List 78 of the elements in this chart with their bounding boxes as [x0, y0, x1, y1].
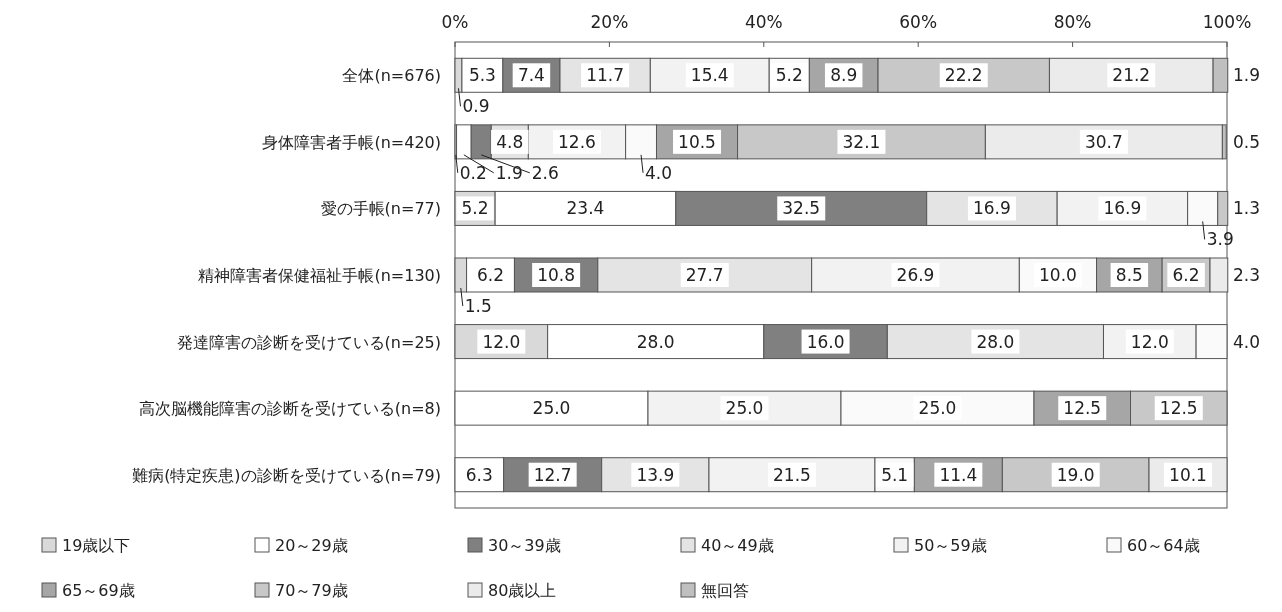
data-label: 21.2: [1112, 65, 1151, 86]
data-label: 6.2: [476, 265, 505, 285]
data-label: 13.9: [636, 464, 675, 485]
data-label: 22.2: [944, 65, 983, 86]
data-label: 25.0: [918, 398, 957, 419]
data-label: 27.7: [685, 265, 724, 285]
data-label: 0.9: [462, 96, 490, 117]
data-label: 12.0: [482, 331, 521, 352]
data-label: 32.1: [842, 131, 881, 152]
y-tick-label: 発達障害の診断を受けている(n=25): [176, 332, 441, 352]
y-tick-label: 愛の手帳(n=77): [320, 199, 441, 219]
data-label: 16.9: [1103, 198, 1142, 219]
data-label: 10.5: [678, 131, 716, 152]
x-tick-label: 60%: [899, 12, 938, 32]
data-label: 5.2: [775, 65, 803, 86]
data-label: 11.7: [586, 65, 625, 86]
data-label: 21.5: [773, 464, 811, 485]
data-label: 10.1: [1169, 464, 1207, 485]
data-label: 28.0: [636, 331, 675, 352]
data-label: 10.8: [537, 265, 576, 285]
legend-label: 70～79歳: [275, 581, 348, 600]
legend-label: 30～39歳: [488, 536, 561, 555]
y-tick-label: 難病(特定疾患)の診断を受けている(n=79): [132, 465, 441, 485]
data-label: 12.5: [1063, 398, 1102, 419]
data-label: 8.5: [1115, 265, 1143, 285]
data-label: 26.9: [896, 265, 935, 285]
data-label: 23.4: [566, 198, 605, 219]
legend-label: 無回答: [701, 581, 749, 600]
data-label: 12.0: [1130, 331, 1169, 352]
data-label: 30.7: [1084, 131, 1123, 152]
data-label: 1.5: [464, 296, 492, 316]
x-tick-label: 100%: [1202, 12, 1252, 32]
data-label: 6.3: [465, 464, 493, 485]
data-label: 5.1: [881, 464, 909, 485]
legend-label: 50～59歳: [914, 536, 987, 555]
x-tick-label: 80%: [1053, 12, 1092, 32]
data-label: 8.9: [830, 65, 858, 86]
data-label: 2.6: [531, 162, 559, 183]
data-label: 28.0: [976, 331, 1015, 352]
data-label: 1.9: [495, 162, 523, 183]
data-label: 12.5: [1159, 398, 1198, 419]
legend-label: 20～29歳: [275, 536, 348, 555]
data-label: 1.3: [1233, 198, 1261, 219]
data-label: 15.4: [690, 65, 729, 86]
x-tick-label: 20%: [590, 12, 629, 32]
data-label: 25.0: [725, 398, 764, 419]
y-tick-label: 高次脳機能障害の診断を受けている(n=8): [138, 399, 441, 419]
data-label: 0.5: [1233, 131, 1261, 152]
data-label: 2.3: [1233, 265, 1261, 285]
legend-label: 80歳以上: [488, 581, 557, 600]
data-label: 32.5: [782, 198, 821, 219]
data-label: 10.0: [1039, 265, 1077, 285]
data-label: 11.4: [939, 464, 978, 485]
y-tick-label: 身体障害者手帳(n=420): [262, 132, 441, 152]
data-label: 19.0: [1056, 464, 1095, 485]
x-tick-label: 0%: [441, 12, 469, 32]
data-label: 7.4: [517, 65, 545, 86]
data-label: 5.2: [461, 198, 489, 219]
data-label: 4.0: [1233, 331, 1261, 352]
data-label: 3.9: [1206, 229, 1234, 250]
data-label: 12.7: [533, 464, 572, 485]
data-label: 4.8: [496, 131, 524, 152]
data-label: 1.9: [1233, 65, 1261, 86]
data-label: 25.0: [532, 398, 571, 419]
x-tick-label: 40%: [744, 12, 783, 32]
legend-label: 40～49歳: [701, 536, 774, 555]
data-label: 4.0: [645, 162, 673, 183]
data-label: 16.0: [806, 331, 845, 352]
data-label: 6.2: [1172, 265, 1200, 285]
y-tick-label: 全体(n=676): [342, 66, 441, 86]
data-label: 12.6: [558, 131, 596, 152]
data-label: 0.2: [459, 162, 487, 183]
legend-label: 65～69歳: [62, 581, 135, 600]
data-label: 16.9: [973, 198, 1011, 219]
y-tick-label: 精神障害者保健福祉手帳(n=130): [198, 266, 441, 285]
data-label: 5.3: [468, 65, 496, 86]
legend-label: 19歳以下: [62, 536, 131, 555]
legend-label: 60～64歳: [1127, 536, 1200, 555]
